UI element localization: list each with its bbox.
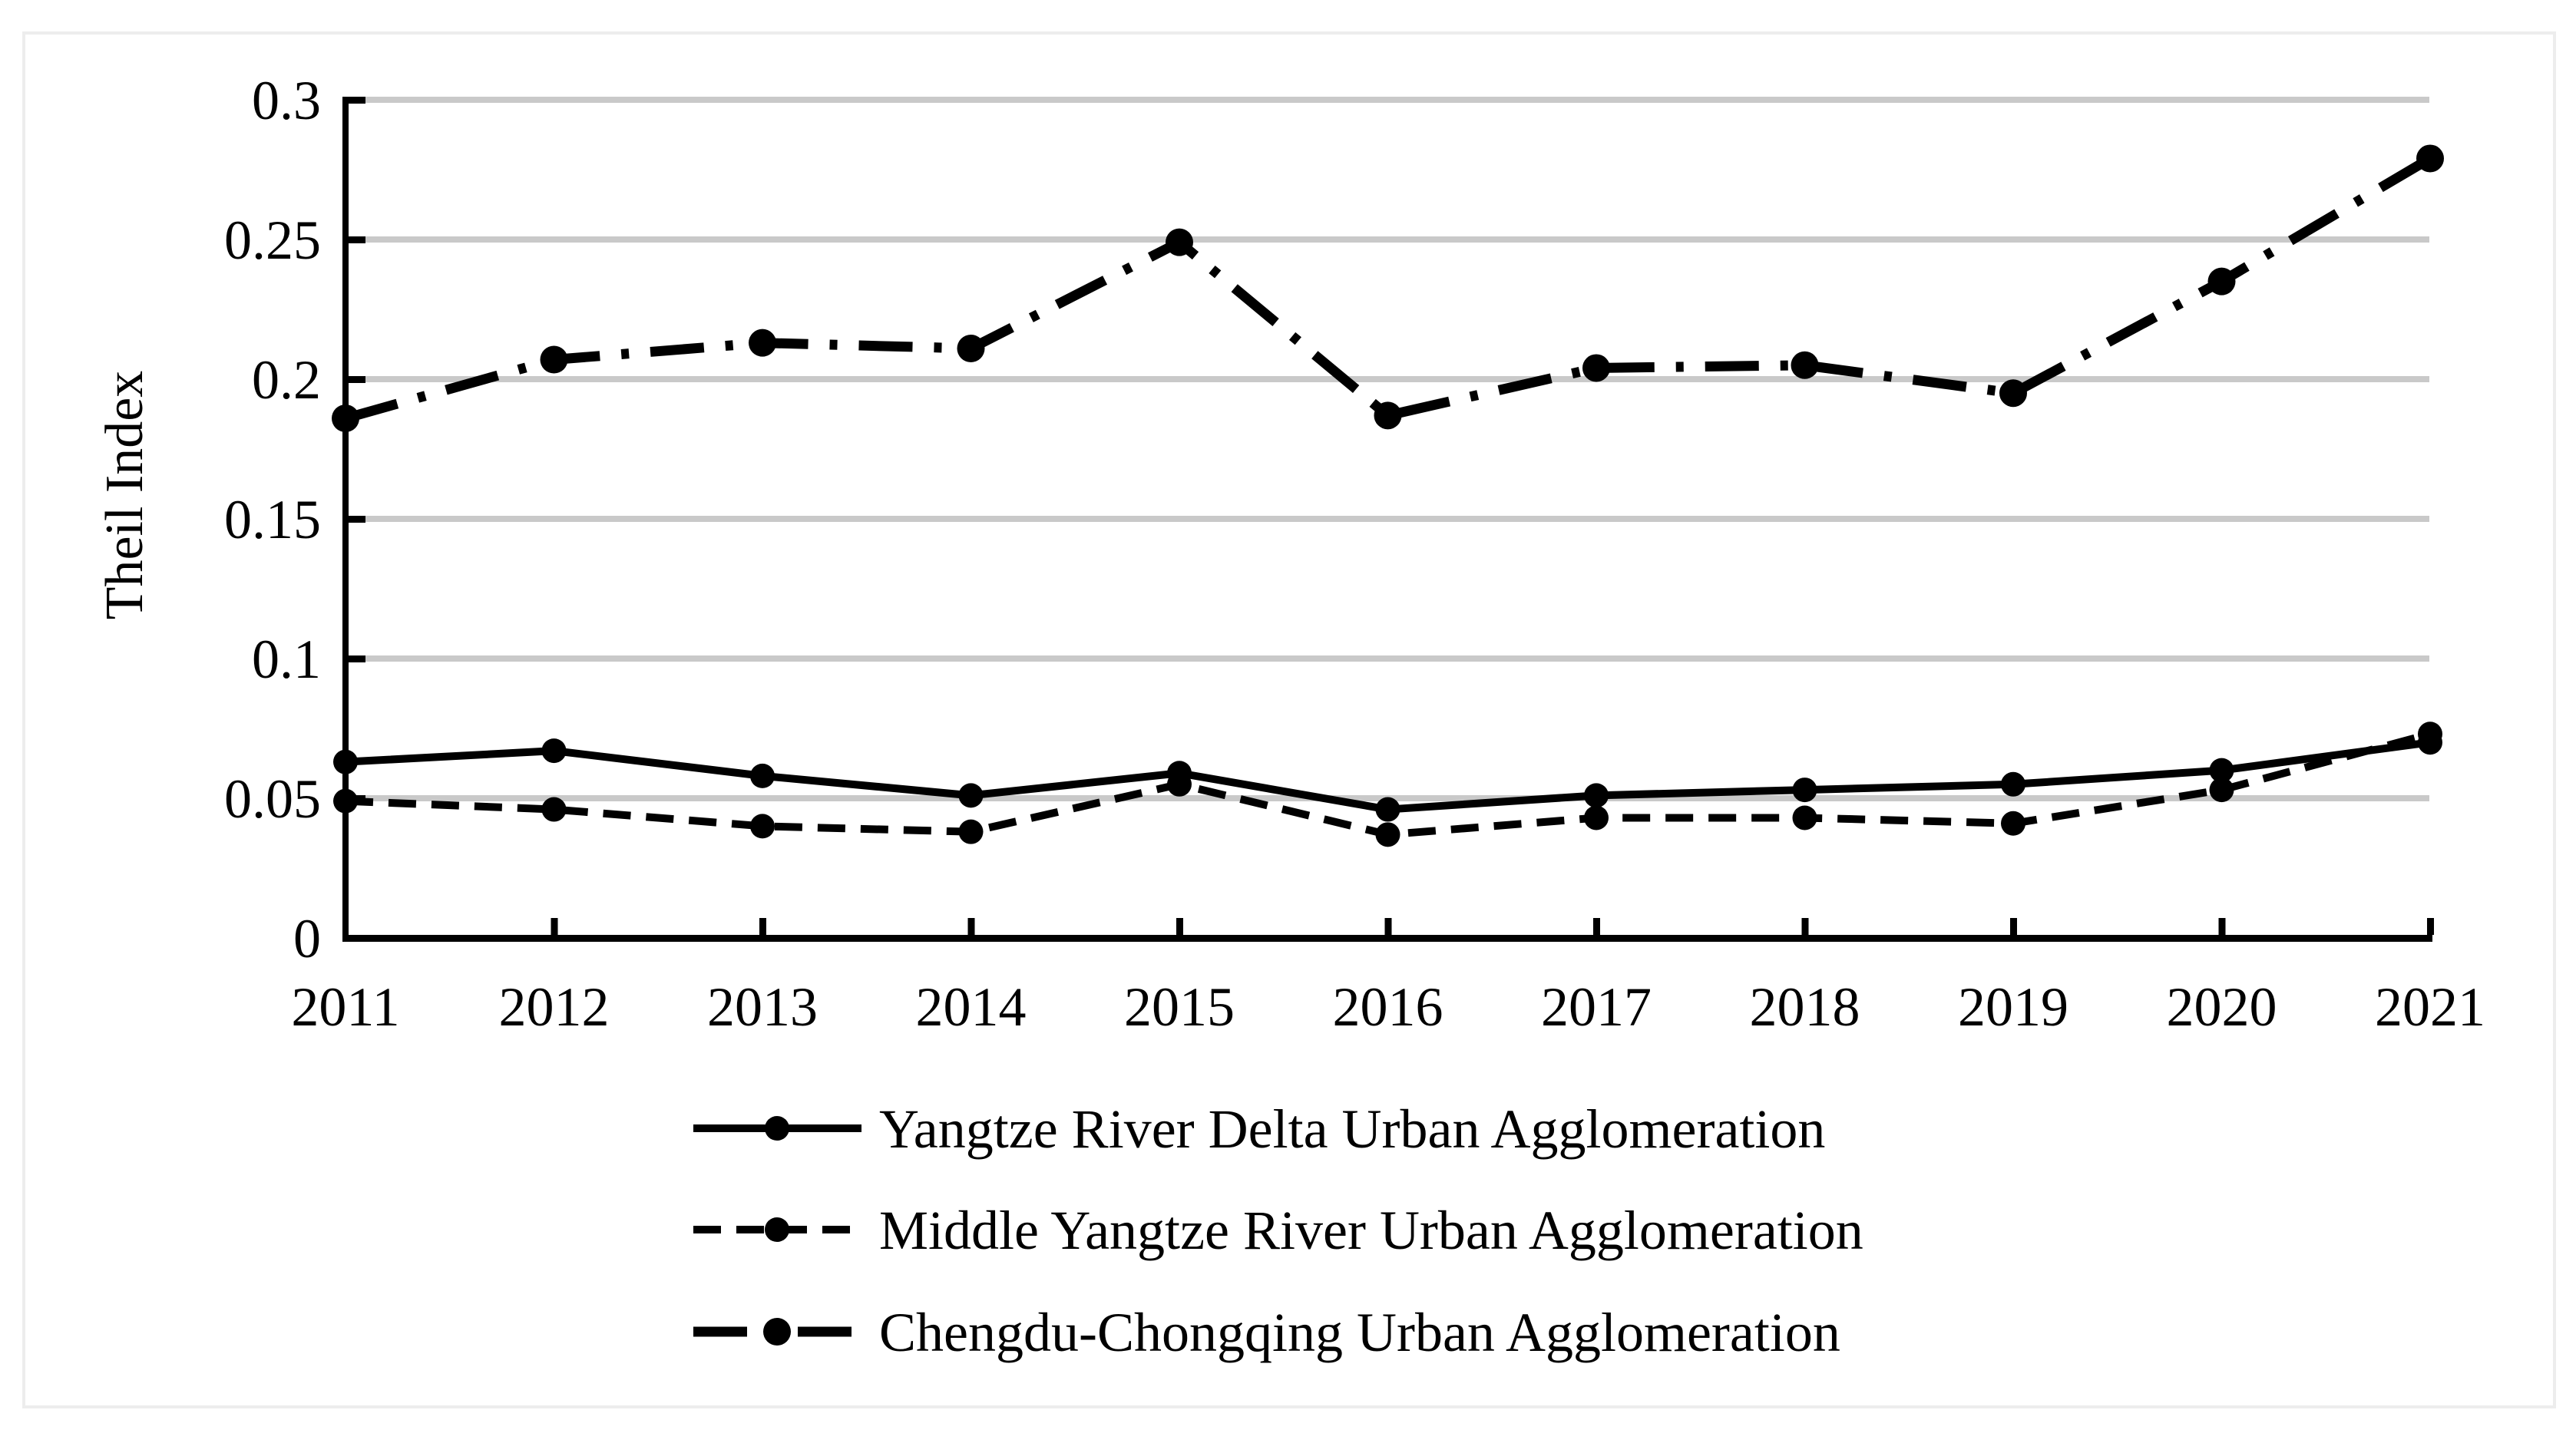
data-point-marker xyxy=(333,749,358,774)
x-tick-label: 2013 xyxy=(707,976,818,1038)
data-point-marker xyxy=(1791,351,1819,379)
legend-label: Chengdu-Chongqing Urban Agglomeration xyxy=(879,1302,1840,1363)
data-point-marker xyxy=(541,797,567,822)
data-point-marker xyxy=(2209,758,2234,783)
data-point-marker xyxy=(1375,797,1400,822)
data-point-marker xyxy=(541,738,567,764)
x-tick-label: 2021 xyxy=(2375,976,2485,1038)
y-tick xyxy=(344,655,365,662)
y-tick xyxy=(344,236,365,243)
x-tick-label: 2016 xyxy=(1333,976,1443,1038)
data-point-marker xyxy=(1582,354,1610,382)
y-axis-tick-labels: 0 0.05 0.1 0.15 0.2 0.25 0.3 xyxy=(224,70,321,969)
x-tick xyxy=(551,918,558,935)
gridlines xyxy=(346,97,2429,801)
x-tick xyxy=(1384,918,1392,935)
series-line xyxy=(344,154,2433,424)
data-point-marker xyxy=(540,345,568,374)
data-point-marker xyxy=(958,819,984,844)
y-tick xyxy=(344,376,365,383)
gridline xyxy=(346,376,2429,382)
series-dashed xyxy=(333,722,2442,847)
y-tick-label: 0.3 xyxy=(252,70,321,131)
legend-line-sample-dashed xyxy=(693,1217,861,1242)
data-point-marker xyxy=(750,814,775,839)
legend-label: Middle Yangtze River Urban Agglomeration xyxy=(879,1200,1863,1261)
legend-sample-marker xyxy=(765,1116,789,1141)
legend-sample-marker xyxy=(765,1217,789,1242)
x-tick-label: 2014 xyxy=(916,976,1027,1038)
data-point-marker xyxy=(1167,771,1192,797)
legend-label: Yangtze River Delta Urban Agglomeration xyxy=(879,1098,1825,1160)
data-point-marker xyxy=(333,788,358,814)
y-axis-title: Theil Index xyxy=(95,371,154,620)
data-point-marker xyxy=(958,783,984,808)
x-tick xyxy=(1593,918,1600,935)
gridline xyxy=(346,516,2429,522)
data-point-marker xyxy=(2001,771,2025,797)
series-dash-dot xyxy=(332,144,2444,432)
x-tick xyxy=(2010,918,2017,935)
x-tick-label: 2018 xyxy=(1750,976,1860,1038)
x-tick-label: 2017 xyxy=(1541,976,1652,1038)
data-point-marker xyxy=(2418,722,2442,747)
x-axis-ticks xyxy=(551,918,2434,935)
x-tick xyxy=(2427,918,2434,935)
legend-line-sample-solid xyxy=(693,1116,861,1141)
x-tick-label: 2011 xyxy=(291,976,399,1038)
data-point-marker xyxy=(749,329,776,357)
legend-sample-marker xyxy=(763,1318,791,1346)
data-point-marker xyxy=(957,334,985,362)
data-point-marker xyxy=(750,763,775,788)
data-point-marker xyxy=(1792,778,1817,803)
y-tick xyxy=(344,516,365,523)
x-tick-label: 2019 xyxy=(1958,976,2068,1038)
gridline xyxy=(346,236,2429,243)
y-tick-label: 0 xyxy=(293,908,321,969)
y-tick-label: 0.1 xyxy=(252,629,321,690)
data-point-marker xyxy=(2001,811,2025,836)
legend-item: Chengdu-Chongqing Urban Agglomeration xyxy=(693,1302,1840,1363)
x-tick xyxy=(967,918,975,935)
data-point-marker xyxy=(332,404,359,432)
gridline xyxy=(346,97,2429,103)
x-axis-line xyxy=(342,935,2432,942)
x-tick-label: 2015 xyxy=(1124,976,1235,1038)
gridline xyxy=(346,655,2429,662)
data-point-marker xyxy=(1375,822,1400,847)
x-tick-label: 2012 xyxy=(499,976,610,1038)
y-tick-label: 0.15 xyxy=(224,489,321,550)
legend-item: Yangtze River Delta Urban Agglomeration xyxy=(693,1098,1825,1160)
series-solid xyxy=(333,730,2442,822)
x-tick xyxy=(1176,918,1183,935)
legend-item: Middle Yangtze River Urban Agglomeration xyxy=(693,1200,1863,1261)
data-point-marker xyxy=(1374,401,1402,430)
y-tick-label: 0.2 xyxy=(252,349,321,411)
y-tick-label: 0.05 xyxy=(224,768,321,830)
x-tick xyxy=(759,918,766,935)
data-point-marker xyxy=(1166,228,1193,256)
x-tick xyxy=(1801,918,1809,935)
x-tick xyxy=(2218,918,2226,935)
data-point-marker xyxy=(2416,144,2444,173)
data-point-marker xyxy=(2209,778,2234,803)
figure-border xyxy=(22,31,2556,1408)
legend-line-sample-dash-dot xyxy=(693,1318,861,1346)
y-tick-label: 0.25 xyxy=(224,210,321,271)
legend: Yangtze River Delta Urban Agglomeration … xyxy=(693,1098,1863,1363)
data-point-marker xyxy=(2207,267,2236,296)
data-point-marker xyxy=(1584,783,1609,808)
data-point-marker xyxy=(1999,379,2027,408)
x-tick-label: 2020 xyxy=(2167,976,2277,1038)
x-axis-tick-labels: 2011 2012 2013 2014 2015 2016 2017 2018 2019 2020… xyxy=(291,976,2485,1038)
data-point-marker xyxy=(1792,805,1817,830)
data-point-marker xyxy=(1584,805,1609,830)
y-tick xyxy=(344,97,365,104)
series-lines xyxy=(332,144,2444,847)
